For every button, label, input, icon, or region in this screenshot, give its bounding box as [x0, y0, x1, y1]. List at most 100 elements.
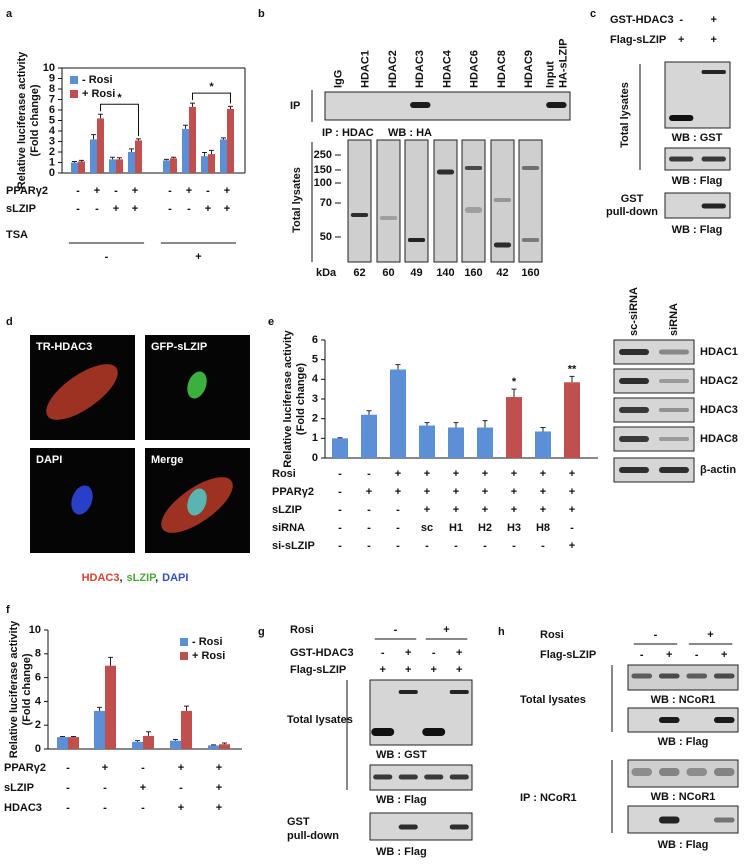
ip-label: IP : NCoR1 — [520, 792, 577, 804]
caption-part: sLZIP — [127, 572, 157, 584]
bar — [97, 118, 104, 173]
band — [619, 349, 649, 355]
bar — [116, 159, 123, 173]
bar — [143, 735, 154, 749]
band — [436, 169, 455, 175]
legend-label: - Rosi — [82, 74, 113, 86]
nucleus-merge — [187, 488, 207, 516]
blot-caption: WB : GST — [672, 132, 723, 144]
band — [701, 70, 726, 74]
condition-label: sLZIP — [4, 782, 34, 794]
band — [521, 238, 540, 242]
condition-cell: - — [367, 504, 371, 516]
condition-cell: - — [338, 522, 342, 534]
condition-cell: + — [195, 251, 201, 263]
blot-caption: WB : Flag — [672, 175, 723, 187]
condition-cell: + — [395, 486, 401, 498]
condition-label: TSA — [6, 229, 28, 241]
condition-cell: - — [141, 802, 145, 814]
bar — [219, 744, 230, 749]
condition-cell: - — [105, 251, 109, 263]
condition-cell: + — [482, 504, 488, 516]
nucleus-blue — [71, 485, 93, 515]
condition-cell: - — [187, 203, 191, 215]
condition-cell: - — [141, 762, 145, 774]
condition-cell: + — [140, 782, 146, 794]
y-tick-label: 10 — [43, 62, 55, 74]
y-tick-label: 5 — [49, 114, 55, 126]
condition-cell: + — [132, 185, 138, 197]
pulldown-label: pull-down — [287, 830, 339, 842]
blot — [324, 91, 571, 121]
condition-cell: - — [66, 782, 70, 794]
condition-cell: - — [338, 540, 342, 552]
band — [407, 238, 426, 242]
band — [701, 203, 726, 209]
condition-cell: - — [103, 782, 107, 794]
caption-part: HDAC3 — [82, 572, 120, 584]
band — [658, 673, 680, 679]
band — [379, 216, 398, 220]
bar — [390, 369, 406, 458]
band — [686, 768, 708, 776]
y-tick-label: 6 — [35, 672, 41, 684]
lane-label: HDAC2 — [387, 50, 399, 88]
blot — [433, 139, 458, 263]
error-bar — [211, 744, 216, 746]
blot — [627, 707, 739, 733]
band — [659, 379, 689, 383]
treatment-cell: - — [654, 629, 658, 641]
y-tick-label: 4 — [312, 373, 319, 385]
y-axis-label: (Fold change) — [21, 653, 33, 725]
band — [619, 407, 649, 413]
treatment-cell: + — [456, 664, 462, 676]
panel-letter: b — [258, 8, 265, 20]
condition-cell: + — [205, 203, 211, 215]
bar — [477, 427, 493, 458]
condition-cell: + — [453, 504, 459, 516]
bar — [448, 427, 464, 458]
condition-cell: - — [338, 468, 342, 480]
treatment-cell: + — [711, 14, 717, 26]
legend-swatch — [180, 652, 188, 660]
bar — [419, 425, 435, 458]
error-bar — [71, 736, 76, 738]
band — [619, 467, 649, 473]
treatment-cell: - — [381, 647, 385, 659]
panel-letter: d — [6, 316, 13, 328]
band — [350, 213, 369, 217]
band — [449, 690, 469, 694]
condition-cell: + — [424, 486, 430, 498]
blot — [461, 139, 486, 263]
blot-caption: WB : Flag — [376, 846, 427, 858]
marker-label: 150 — [314, 164, 332, 176]
condition-label: PPARγ2 — [6, 185, 48, 197]
legend-swatch — [70, 76, 78, 84]
treatment-cell: - — [394, 624, 398, 636]
error-bar — [135, 740, 140, 742]
image-label: GFP-sLZIP — [151, 341, 207, 353]
error-bar — [72, 160, 77, 163]
bar — [332, 438, 348, 458]
marker-label: 70 — [320, 197, 332, 209]
bar — [535, 431, 551, 458]
bar — [227, 108, 234, 173]
band — [619, 436, 649, 442]
lane-label: HDAC8 — [496, 50, 508, 88]
blot — [613, 368, 695, 394]
condition-cell: + — [132, 203, 138, 215]
condition-cell: H2 — [478, 522, 492, 534]
bar — [182, 128, 189, 173]
condition-cell: - — [396, 522, 400, 534]
bar — [208, 745, 219, 749]
error-bar — [117, 157, 122, 160]
band — [546, 102, 567, 108]
error-bar — [453, 422, 459, 428]
condition-cell: - — [396, 504, 400, 516]
condition-label: si-sLZIP — [272, 540, 315, 552]
image-label: TR-HDAC3 — [36, 341, 92, 353]
band — [659, 467, 689, 473]
y-tick-label: 0 — [312, 452, 318, 464]
bar — [128, 152, 135, 173]
condition-label: PPARγ2 — [4, 762, 46, 774]
